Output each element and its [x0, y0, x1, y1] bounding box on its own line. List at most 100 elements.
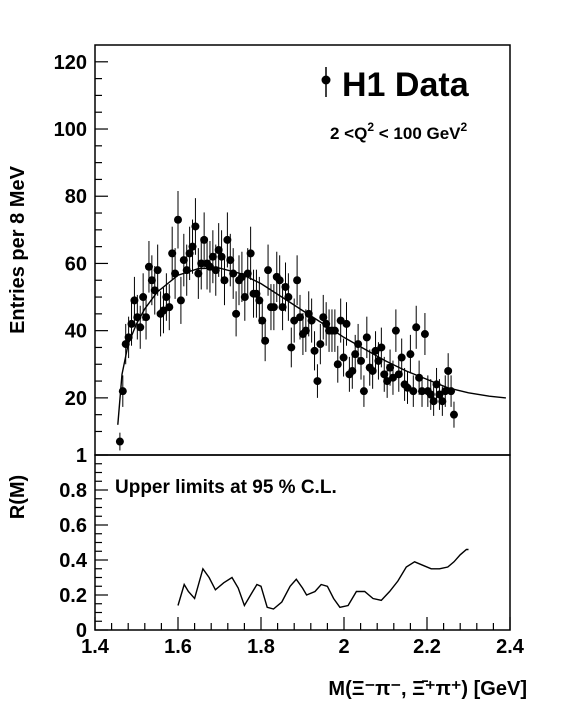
data-point — [208, 230, 217, 284]
fit-curve — [117, 267, 506, 425]
data-point — [176, 276, 185, 324]
data-marker — [293, 276, 302, 285]
data-point — [142, 294, 151, 340]
data-point — [179, 233, 188, 287]
data-point — [220, 255, 229, 306]
data-marker — [354, 340, 363, 349]
data-point — [133, 294, 142, 340]
data-point — [240, 273, 249, 321]
data-marker — [182, 266, 191, 275]
lower-panel: 0 0.2 0.4 0.6 0.8 1 1.4 1.6 1.8 2 2.2 2.4 R(M) Uppe… — [7, 445, 527, 700]
data-marker — [176, 296, 185, 305]
y-tick-label: 0.8 — [59, 480, 87, 502]
data-marker — [359, 387, 368, 396]
data-point — [127, 302, 136, 346]
data-marker — [284, 293, 293, 302]
data-marker — [426, 390, 435, 399]
data-point — [406, 334, 415, 374]
data-marker — [435, 390, 444, 399]
data-point — [144, 240, 153, 293]
data-marker — [124, 333, 133, 342]
data-point — [214, 223, 223, 277]
data-point — [217, 230, 226, 284]
data-marker — [362, 333, 371, 342]
data-point — [246, 226, 255, 281]
data-point — [191, 198, 200, 255]
data-point — [118, 375, 127, 407]
data-point — [115, 432, 124, 451]
data-marker — [391, 326, 400, 335]
data-marker — [403, 383, 412, 392]
data-marker — [258, 316, 267, 325]
data-point — [185, 226, 194, 281]
data-marker — [217, 252, 226, 261]
data-marker — [153, 266, 162, 275]
data-marker — [159, 306, 168, 315]
data-points-layer — [115, 191, 458, 451]
data-marker — [409, 387, 418, 396]
data-point — [304, 291, 313, 337]
data-marker — [188, 242, 197, 251]
data-marker — [278, 303, 287, 312]
data-point — [397, 338, 406, 377]
y-tick-label: 120 — [54, 52, 87, 74]
data-marker — [261, 336, 270, 345]
data-point — [359, 375, 368, 407]
data-point — [409, 375, 418, 407]
data-point — [316, 323, 325, 365]
data-marker — [150, 286, 159, 295]
data-point — [362, 316, 371, 359]
data-point — [162, 273, 171, 321]
upper-panel: 20 40 60 80 100 120 Entries per 8 MeV H1 Data… — [7, 44, 511, 456]
data-point — [339, 338, 348, 377]
data-point — [420, 313, 429, 356]
data-point — [171, 248, 180, 299]
data-marker — [339, 353, 348, 362]
data-marker — [388, 373, 397, 382]
data-marker — [275, 276, 284, 285]
data-marker — [310, 346, 319, 355]
data-marker — [336, 316, 345, 325]
data-point — [368, 353, 377, 389]
data-marker — [197, 259, 206, 268]
data-marker — [418, 387, 427, 396]
data-marker — [223, 235, 232, 244]
data-marker — [147, 276, 156, 285]
data-point — [447, 375, 456, 407]
data-point — [293, 255, 302, 306]
data-marker — [139, 293, 148, 302]
upper-y-axis-title: Entries per 8 MeV — [7, 165, 29, 334]
upper-y-axis: 20 40 60 80 100 120 — [54, 52, 108, 433]
data-marker — [130, 296, 139, 305]
data-marker — [348, 366, 357, 375]
data-marker — [211, 266, 220, 275]
data-marker — [185, 249, 194, 258]
data-marker — [412, 323, 421, 332]
data-point — [380, 356, 389, 392]
data-marker — [243, 269, 252, 278]
y-tick-label: 100 — [54, 119, 87, 141]
data-marker — [255, 296, 264, 305]
data-point — [174, 191, 182, 249]
data-point — [229, 248, 238, 299]
data-point — [232, 291, 241, 337]
data-point — [342, 302, 351, 346]
data-marker — [220, 276, 229, 285]
data-marker — [290, 316, 299, 325]
data-marker — [118, 387, 127, 396]
data-marker — [397, 353, 406, 362]
data-point — [333, 345, 342, 383]
data-point — [287, 327, 296, 368]
upper-limit-curve — [177, 548, 469, 610]
data-marker — [368, 366, 377, 375]
data-point — [261, 320, 270, 362]
data-marker — [214, 246, 223, 254]
legend-marker-icon — [321, 75, 331, 85]
data-point — [418, 375, 427, 407]
data-marker — [380, 370, 389, 379]
data-marker — [205, 262, 214, 271]
data-point — [284, 273, 293, 321]
data-point — [426, 379, 435, 410]
y-tick-label: 0.6 — [59, 515, 87, 537]
data-point — [412, 305, 421, 349]
